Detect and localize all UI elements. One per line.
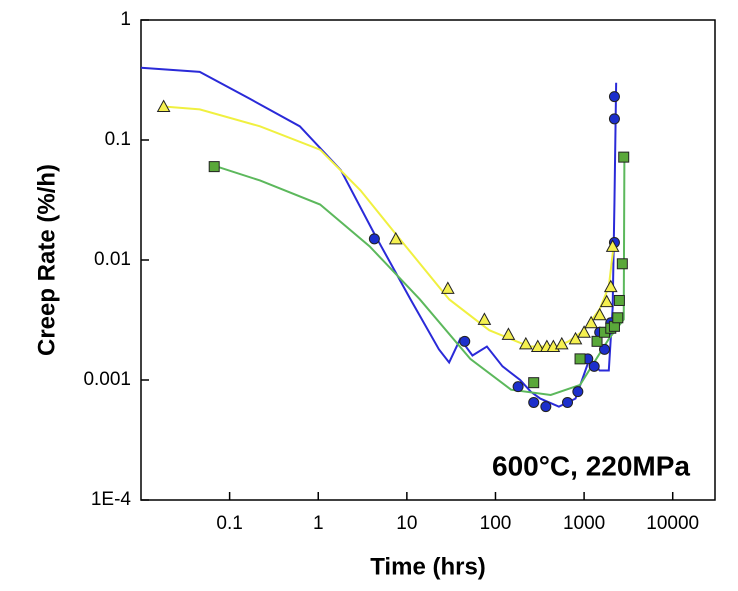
y-tick-label: 1 — [120, 9, 131, 30]
x-tick-label: 1000 — [563, 513, 605, 534]
y-tick-label: 0.001 — [83, 369, 131, 390]
marker — [599, 294, 614, 308]
marker — [599, 343, 611, 355]
marker — [613, 294, 625, 306]
marker — [616, 258, 628, 270]
marker — [591, 335, 603, 347]
y-tick-label: 1E-4 — [91, 489, 132, 510]
marker — [440, 281, 455, 294]
marker — [603, 279, 618, 293]
x-tick-label: 1 — [313, 513, 324, 534]
annotation: 600°C, 220MPa — [492, 450, 690, 481]
marker — [528, 377, 540, 389]
marker — [577, 325, 591, 338]
x-axis-label: Time (hrs) — [370, 553, 486, 580]
marker — [530, 339, 545, 353]
marker — [501, 327, 516, 340]
marker — [477, 312, 492, 325]
marker — [568, 331, 583, 345]
marker — [608, 91, 620, 103]
marker — [388, 231, 403, 245]
marker — [608, 113, 620, 125]
plot-frame — [140, 19, 716, 501]
marker — [554, 336, 569, 350]
marker — [540, 401, 552, 413]
marker — [368, 233, 380, 245]
x-tick-label: 10 — [396, 513, 417, 534]
marker — [512, 381, 524, 393]
series-line — [211, 154, 626, 397]
marker — [618, 151, 630, 163]
marker — [592, 307, 607, 321]
marker — [156, 99, 171, 113]
marker — [518, 336, 533, 350]
marker — [605, 239, 620, 252]
marker — [588, 360, 600, 372]
series-line — [163, 105, 616, 348]
marker — [459, 335, 471, 347]
marker — [562, 396, 574, 408]
marker — [574, 353, 586, 365]
marker — [612, 312, 624, 324]
marker — [572, 386, 584, 398]
y-tick-label: 0.1 — [105, 129, 131, 150]
y-tick-label: 0.01 — [94, 249, 131, 270]
x-tick-label: 100 — [480, 513, 512, 534]
y-axis-label: Creep Rate (%/h) — [33, 164, 60, 356]
marker — [528, 396, 540, 408]
marker — [208, 161, 220, 173]
marker — [584, 315, 598, 329]
x-tick-label: 10000 — [646, 513, 699, 534]
x-tick-label: 0.1 — [216, 513, 242, 534]
